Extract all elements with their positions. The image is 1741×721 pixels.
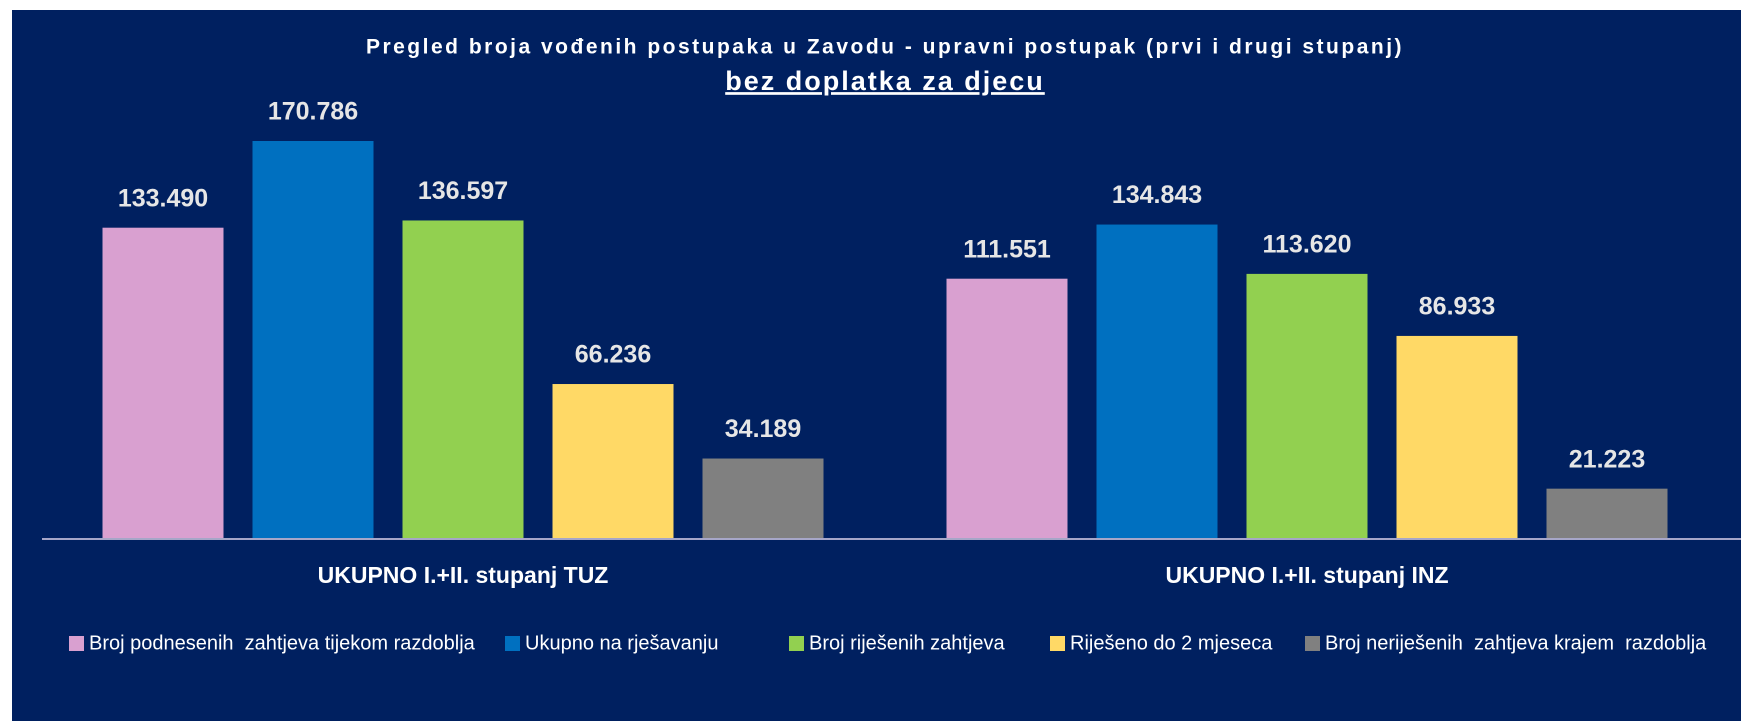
chart-title: Pregled broja vođenih postupaka u Zavodu… — [366, 36, 1404, 59]
data-label: 34.189 — [725, 415, 801, 443]
legend-swatch — [789, 636, 804, 651]
legend-swatch — [1305, 636, 1320, 651]
legend-swatch — [1050, 636, 1065, 651]
data-label: 113.620 — [1263, 230, 1352, 258]
bar — [1396, 335, 1518, 538]
data-label: 134.843 — [1112, 181, 1202, 209]
bar — [402, 220, 524, 538]
bar — [702, 458, 824, 538]
bar — [252, 141, 374, 538]
legend-label: Broj podnesenih zahtjeva tijekom razdobl… — [89, 632, 476, 654]
legend-swatch — [69, 636, 84, 651]
x-tick-label: UKUPNO I.+II. stupanj INZ — [1165, 562, 1448, 588]
data-label: 133.490 — [118, 184, 208, 212]
legend-label: Broj neriješenih zahtjeva krajem razdobl… — [1325, 632, 1707, 654]
bar — [552, 384, 674, 538]
data-label: 170.786 — [268, 98, 358, 126]
legend-label: Ukupno na rješavanju — [525, 632, 718, 654]
data-label: 136.597 — [418, 177, 508, 205]
legend-label: Broj riješenih zahtjeva — [809, 632, 1006, 654]
bar — [102, 227, 224, 538]
data-label: 111.551 — [963, 235, 1051, 263]
bar — [1246, 273, 1368, 538]
legend-swatch — [505, 636, 520, 651]
bar — [1096, 224, 1218, 538]
bar — [946, 278, 1068, 538]
legend-label: Riješeno do 2 mjeseca — [1070, 632, 1273, 654]
x-tick-label: UKUPNO I.+II. stupanj TUZ — [318, 562, 609, 588]
chart-subtitle: bez doplatka za djecu — [725, 66, 1045, 96]
data-label: 21.223 — [1569, 445, 1645, 473]
data-label: 86.933 — [1419, 293, 1495, 321]
bar — [1546, 488, 1668, 538]
data-label: 66.236 — [575, 341, 651, 369]
